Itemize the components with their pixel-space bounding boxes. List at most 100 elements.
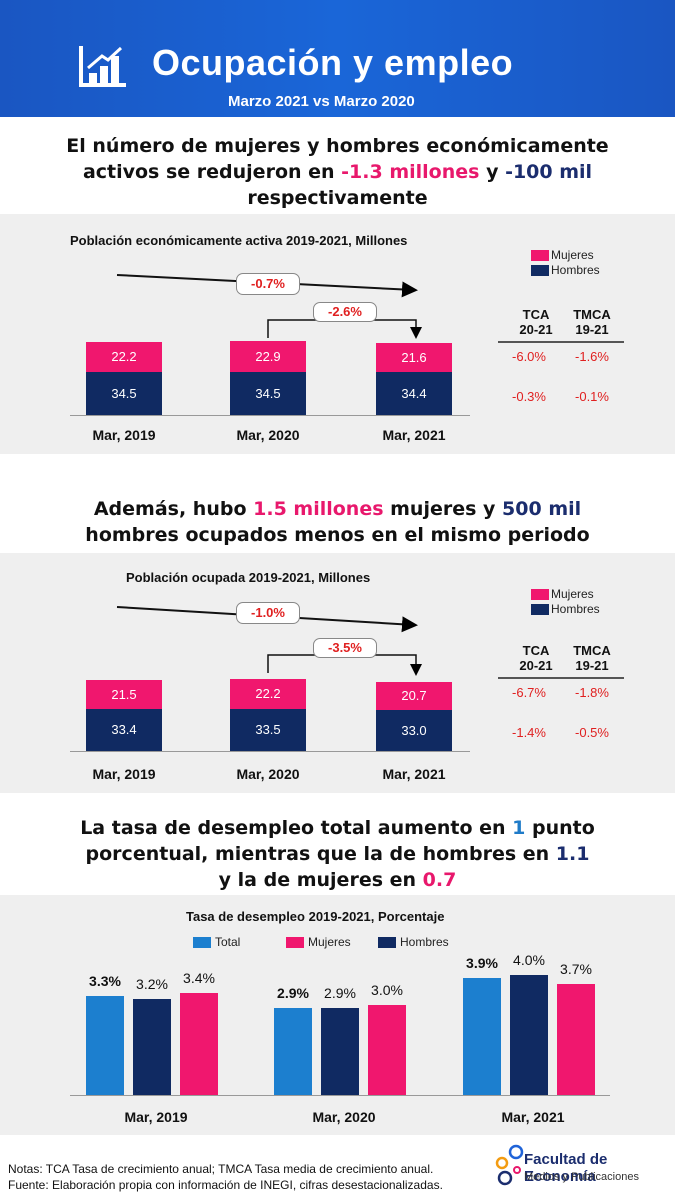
- data-label-mujeres: 21.6: [401, 349, 427, 365]
- data-label-total: 2.9%: [277, 985, 309, 1001]
- logo-title: Facultad de Economía: [524, 1151, 608, 1185]
- table-header-tca: TCA 20-21: [506, 643, 566, 673]
- x-axis-label: Mar, 2020: [312, 1109, 376, 1125]
- faculty-logo-icon: [495, 1144, 524, 1186]
- x-axis-label: Mar, 2020: [236, 766, 300, 782]
- bar-hombres: [510, 975, 548, 1095]
- table-header-text: TCA: [522, 307, 550, 322]
- change-pill-2020-2021: -2.6%: [313, 302, 377, 322]
- bar-hombres: [376, 710, 452, 751]
- footer-notes: Notas: TCA Tasa de crecimiento anual; TM…: [8, 1161, 443, 1193]
- bar-mujeres: [376, 343, 452, 372]
- legend-label-hombres: Hombres: [400, 935, 449, 949]
- chart-title: Población ocupada 2019-2021, Millones: [126, 570, 371, 585]
- table-divider: [498, 677, 624, 679]
- headline-text: porcentual, mientras que la de hombres e…: [85, 843, 556, 865]
- bar-mujeres: [368, 1005, 406, 1095]
- bar-hombres: [230, 709, 306, 751]
- bar-mujeres: [230, 679, 306, 709]
- page-subtitle: Marzo 2021 vs Marzo 2020: [228, 93, 415, 110]
- legend-label-mujeres: Mujeres: [551, 248, 594, 262]
- legend-swatch-hombres: [378, 937, 396, 948]
- x-axis-line: [70, 415, 470, 416]
- data-label-hombres: 4.0%: [513, 952, 545, 968]
- source-line: Fuente: Elaboración propia con informaci…: [8, 1178, 443, 1192]
- bar-mujeres: [557, 984, 595, 1095]
- data-label-total: 3.3%: [89, 973, 121, 989]
- headline-line: El número de mujeres y hombres económica…: [66, 135, 609, 157]
- bar-hombres: [376, 372, 452, 415]
- bar-mujeres: [230, 341, 306, 372]
- data-label-mujeres: 22.9: [255, 348, 281, 364]
- headline-highlight: 0.7: [422, 869, 457, 891]
- bar-total: [86, 996, 124, 1095]
- headline-highlight: -100 mil: [505, 161, 593, 183]
- x-axis-label: Mar, 2021: [382, 427, 446, 443]
- x-axis-label: Mar, 2019: [124, 1109, 188, 1125]
- data-label-mujeres: 21.5: [111, 686, 137, 702]
- table-cell: -6.0%: [512, 349, 546, 364]
- headline-text: activos se redujeron en: [82, 161, 342, 183]
- x-axis-label: Mar, 2019: [92, 766, 156, 782]
- table-header-tmca: TMCA 19-21: [562, 307, 622, 337]
- data-label-mujeres: 3.0%: [371, 982, 403, 998]
- panel-employed-population: [0, 553, 675, 793]
- headline-line: Además, hubo 1.5 millones mujeres y 500 …: [0, 496, 675, 522]
- table-divider: [498, 341, 624, 343]
- bar-total: [463, 978, 501, 1095]
- data-label-hombres: 33.4: [111, 722, 137, 737]
- bar-chart-icon: [79, 46, 126, 87]
- table-cell: -1.4%: [512, 725, 546, 740]
- legend-label-mujeres: Mujeres: [551, 587, 594, 601]
- x-axis-line: [70, 751, 470, 752]
- data-label-mujeres: 3.4%: [183, 970, 215, 986]
- bar-total: [274, 1008, 312, 1095]
- table-cell: -0.5%: [575, 725, 609, 740]
- headline-line: activos se redujeron en -1.3 millones y …: [0, 159, 675, 185]
- data-label-mujeres: 22.2: [255, 686, 281, 701]
- data-label-hombres: 33.0: [401, 722, 427, 738]
- logo-subtitle: Medios y Publicaciones: [524, 1171, 639, 1183]
- headline-highlight: -1.3 millones: [341, 161, 480, 183]
- bar-hombres: [321, 1008, 359, 1095]
- legend-swatch-hombres: [531, 265, 549, 276]
- headline-line: hombres ocupados menos en el mismo perio…: [85, 524, 590, 546]
- headline-employed-population: Además, hubo 1.5 millones mujeres y 500 …: [0, 496, 675, 548]
- table-header-text: 20-21: [519, 322, 553, 337]
- legend-label-hombres: Hombres: [551, 263, 600, 277]
- data-label-hombres: 34.4: [401, 385, 427, 401]
- bar-mujeres: [86, 680, 162, 709]
- headline-text: punto: [525, 817, 595, 839]
- table-cell: -6.7%: [512, 685, 546, 700]
- bar-hombres: [86, 372, 162, 415]
- table-cell: -1.6%: [575, 349, 609, 364]
- x-axis-label: Mar, 2021: [382, 766, 446, 782]
- headline-highlight: 1: [512, 817, 526, 839]
- data-label-mujeres: 3.7%: [560, 961, 592, 977]
- legend-swatch-mujeres: [286, 937, 304, 948]
- table-header-tca: TCA 20-21: [506, 307, 566, 337]
- headline-text: Además, hubo: [93, 498, 254, 520]
- headline-text: La tasa de desempleo total aumento en: [80, 817, 513, 839]
- headline-line: porcentual, mientras que la de hombres e…: [0, 841, 675, 867]
- headline-active-population: El número de mujeres y hombres económica…: [0, 133, 675, 211]
- x-axis-label: Mar, 2019: [92, 427, 156, 443]
- headline-text: y: [479, 161, 506, 183]
- table-cell: -0.1%: [575, 389, 609, 404]
- legend-label-total: Total: [215, 935, 241, 949]
- table-header-tmca: TMCA 19-21: [562, 643, 622, 673]
- data-label-total: 3.9%: [466, 955, 498, 971]
- table-header-text: 19-21: [575, 658, 609, 673]
- headline-line: respectivamente: [247, 187, 428, 209]
- bar-mujeres: [180, 993, 218, 1095]
- table-header-text: 19-21: [575, 322, 609, 337]
- headline-highlight: 1.5 millones: [253, 498, 384, 520]
- x-axis-line: [70, 1095, 610, 1096]
- legend-label-mujeres: Mujeres: [308, 935, 351, 949]
- data-label-hombres: 2.9%: [324, 985, 356, 1001]
- table-cell: -1.8%: [575, 685, 609, 700]
- headline-text: mujeres y: [383, 498, 503, 520]
- headline-highlight: 1.1: [555, 843, 590, 865]
- legend-swatch-mujeres: [531, 250, 549, 261]
- legend-swatch-total: [193, 937, 211, 948]
